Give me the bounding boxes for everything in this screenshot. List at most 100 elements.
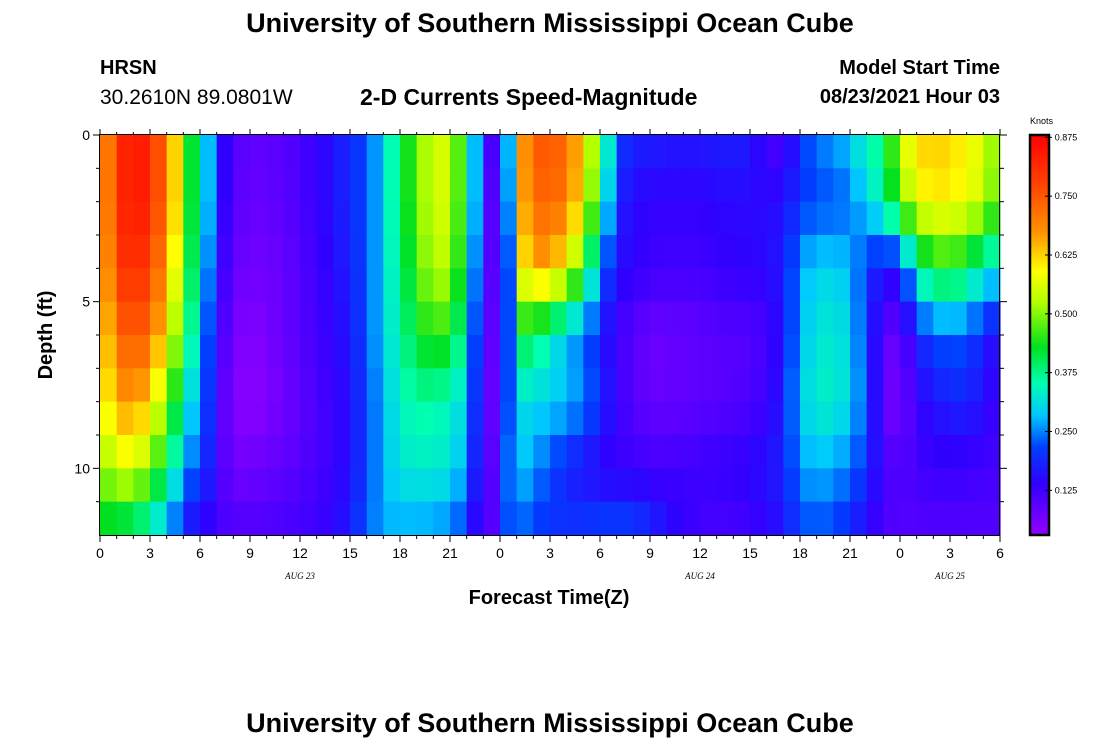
- heatmap-cell: [983, 468, 1001, 503]
- heatmap-cell: [216, 301, 234, 336]
- heatmap-cell: [300, 201, 318, 236]
- colorbar-tick-label: 0.750: [1055, 191, 1078, 201]
- heatmap-cell: [366, 168, 384, 203]
- heatmap-cell: [150, 501, 168, 536]
- heatmap-cell: [950, 335, 968, 369]
- heatmap-cell: [483, 268, 501, 303]
- heatmap-cell: [616, 168, 634, 203]
- heatmap-cell: [616, 268, 634, 303]
- heatmap-cell: [200, 201, 218, 236]
- heatmap-cell: [450, 168, 468, 203]
- heatmap-cell: [966, 168, 984, 203]
- heatmap-cell: [616, 335, 634, 369]
- heatmap-cell: [716, 368, 734, 403]
- heatmap-cell: [433, 268, 451, 303]
- heatmap-cell: [400, 401, 418, 436]
- heatmap-cell: [550, 201, 568, 236]
- heatmap-cell: [866, 368, 884, 403]
- heatmap-cell: [833, 235, 851, 269]
- heatmap-cell: [283, 335, 301, 369]
- heatmap-cell: [866, 435, 884, 469]
- heatmap-cell: [316, 168, 334, 203]
- heatmap-cell: [133, 135, 151, 169]
- heatmap-cell: [633, 201, 651, 236]
- heatmap-cell: [200, 501, 218, 536]
- heatmap-cell: [833, 401, 851, 436]
- heatmap-cell: [533, 368, 551, 403]
- heatmap-cell: [266, 368, 284, 403]
- colorbar-tick-label: 0.500: [1055, 309, 1078, 319]
- heatmap-cell: [500, 335, 518, 369]
- heatmap-cell: [583, 435, 601, 469]
- heatmap-cell: [716, 201, 734, 236]
- heatmap-cell: [500, 268, 518, 303]
- heatmap-cell: [916, 135, 934, 169]
- heatmap-cell: [483, 435, 501, 469]
- heatmap-cell: [233, 368, 251, 403]
- heatmap-cell: [766, 401, 784, 436]
- x-tick-label: 3: [946, 545, 954, 561]
- heatmap-cell: [366, 401, 384, 436]
- x-tick-label: 0: [896, 545, 904, 561]
- colorbar-tick-label: 0.125: [1055, 485, 1078, 495]
- heatmap-cell: [833, 335, 851, 369]
- heatmap-cell: [950, 368, 968, 403]
- heatmap-cell: [183, 401, 201, 436]
- heatmap-cell: [800, 168, 818, 203]
- heatmap-cell: [466, 135, 484, 169]
- heatmap-cell: [716, 235, 734, 269]
- heatmap-cell: [816, 168, 834, 203]
- heatmap-cell: [933, 168, 951, 203]
- heatmap-cell: [450, 501, 468, 536]
- heatmap-cell: [516, 301, 534, 336]
- x-tick-label: 3: [146, 545, 154, 561]
- heatmap-cell: [816, 201, 834, 236]
- heatmap-cell: [683, 368, 701, 403]
- y-tick-label: 0: [82, 127, 90, 143]
- heatmap-cell: [750, 435, 768, 469]
- heatmap-cell: [183, 335, 201, 369]
- heatmap-cell: [850, 501, 868, 536]
- heatmap-cell: [250, 135, 268, 169]
- heatmap-cell: [333, 435, 351, 469]
- heatmap-cell: [850, 168, 868, 203]
- heatmap-cell: [483, 168, 501, 203]
- heatmap-cell: [750, 501, 768, 536]
- heatmap-cell: [600, 301, 618, 336]
- heatmap-cell: [383, 235, 401, 269]
- heatmap-cell: [916, 235, 934, 269]
- heatmap-cell: [566, 168, 584, 203]
- x-axis-title: Forecast Time(Z): [469, 587, 630, 609]
- heatmap-cell: [466, 235, 484, 269]
- heatmap-cell: [300, 168, 318, 203]
- heatmap-cell: [583, 268, 601, 303]
- heatmap-cell: [816, 335, 834, 369]
- heatmap-cell: [300, 435, 318, 469]
- heatmap-cell: [600, 135, 618, 169]
- heatmap-cell: [466, 368, 484, 403]
- heatmap-cell: [416, 201, 434, 236]
- heatmap-cell: [733, 301, 751, 336]
- heatmap-cell: [366, 201, 384, 236]
- heatmap-cell: [450, 268, 468, 303]
- heatmap-cell: [933, 468, 951, 503]
- heatmap-cell: [650, 401, 668, 436]
- heatmap-cell: [583, 168, 601, 203]
- heatmap-cell: [233, 168, 251, 203]
- heatmap-cell: [450, 201, 468, 236]
- heatmap-cell: [733, 501, 751, 536]
- heatmap-cell: [666, 335, 684, 369]
- heatmap-cell: [600, 201, 618, 236]
- heatmap-cell: [216, 335, 234, 369]
- heatmap-cell: [800, 468, 818, 503]
- heatmap-cell: [550, 368, 568, 403]
- heatmap-cell: [550, 168, 568, 203]
- heatmap-cell: [283, 201, 301, 236]
- heatmap-cell: [133, 168, 151, 203]
- heatmap-cell: [500, 501, 518, 536]
- heatmap-cell: [833, 435, 851, 469]
- heatmap-cell: [566, 301, 584, 336]
- heatmap-cell: [783, 235, 801, 269]
- heatmap-cell: [750, 335, 768, 369]
- heatmap-cell: [533, 401, 551, 436]
